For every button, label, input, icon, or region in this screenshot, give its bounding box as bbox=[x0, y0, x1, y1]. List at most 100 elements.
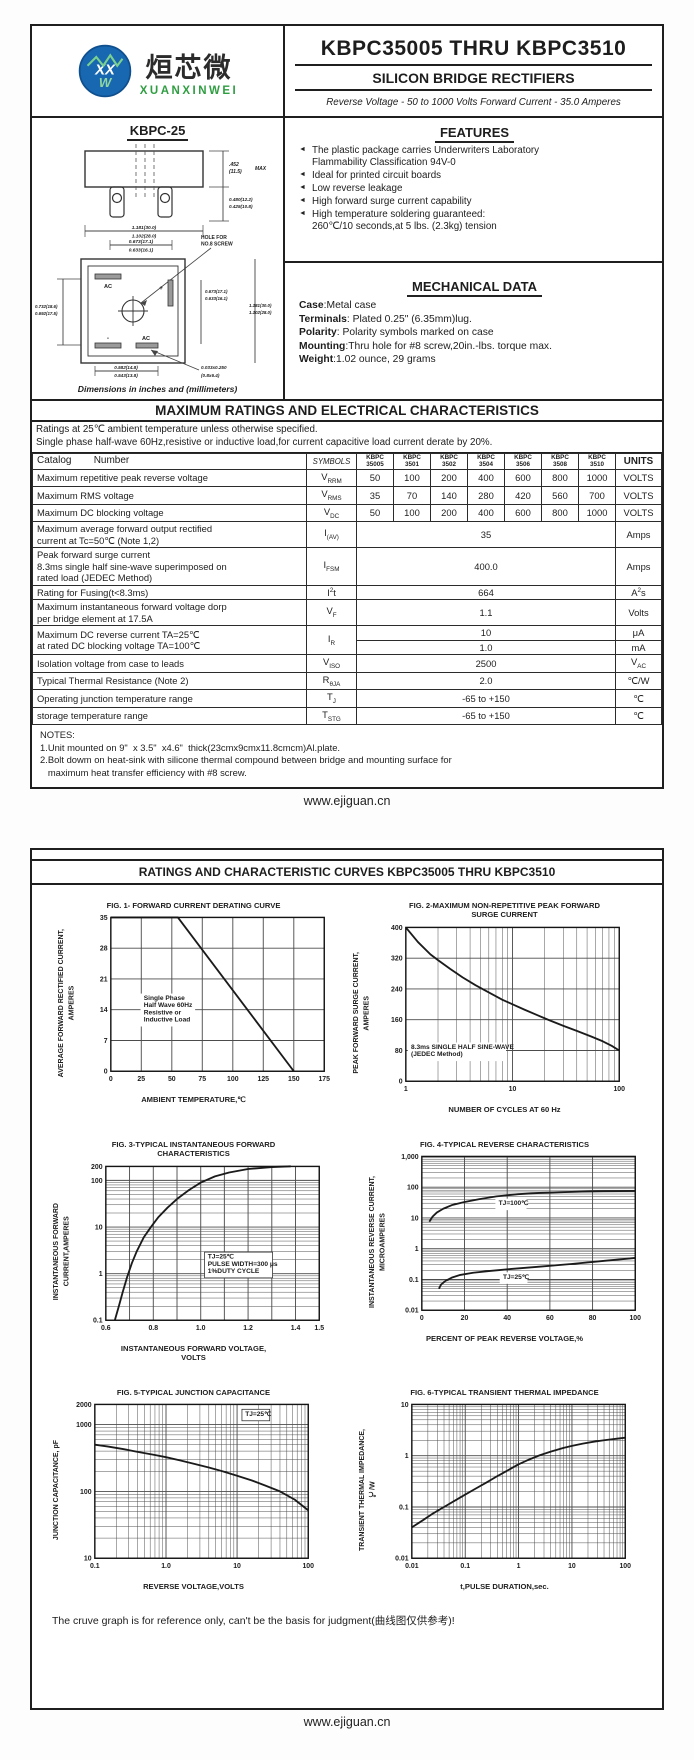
x-axis-label: PERCENT OF PEAK REVERSE VOLTAGE,% bbox=[425, 1334, 584, 1344]
x-tick-label: 0 bbox=[109, 1076, 113, 1083]
ratings-condition-2: Single phase half-wave 60Hz,resistive or… bbox=[36, 436, 493, 448]
value-cell: 35 bbox=[356, 521, 616, 549]
notes-title: NOTES: bbox=[40, 729, 75, 741]
svg-text:.452: .452 bbox=[229, 162, 239, 168]
bullet-icon: ◄ bbox=[299, 146, 306, 153]
x-axis-label: t,PULSE DURATION,sec. bbox=[460, 1582, 549, 1592]
y-axis-label: JUNCTION CAPACITANCE, pF bbox=[52, 1440, 60, 1541]
y-tick-label: 0.1 bbox=[398, 1505, 408, 1512]
symbol-cell: TSTG bbox=[306, 706, 357, 726]
value-cell: 140 bbox=[430, 486, 468, 505]
y-tick-label: 1,000 bbox=[401, 1154, 418, 1161]
brand-block: XX W 烜芯微 XUANXINWEI bbox=[32, 26, 285, 116]
svg-text:0.033x0.250: 0.033x0.250 bbox=[201, 365, 227, 370]
value-cell: 1000 bbox=[578, 468, 616, 488]
value-cell: 70 bbox=[393, 486, 431, 505]
curves-page-title: RATINGS AND CHARACTERISTIC CURVES KBPC35… bbox=[32, 858, 662, 885]
svg-text:(0.8x6.4): (0.8x6.4) bbox=[201, 373, 220, 378]
units-cell: mA bbox=[615, 639, 662, 656]
parameter-name: Maximum DC blocking voltage bbox=[32, 503, 307, 523]
feature-text: High temperature soldering guaranteed: 2… bbox=[312, 208, 497, 232]
value-cell: 200 bbox=[430, 503, 468, 523]
value-cell: 600 bbox=[504, 468, 542, 488]
x-tick-label: 80 bbox=[589, 1315, 597, 1322]
data-curve bbox=[113, 1165, 291, 1321]
symbol-cell: RθJA bbox=[306, 671, 357, 691]
feature-item: ◄ The plastic package carries Underwriter… bbox=[299, 145, 650, 169]
parameter-name: Maximum DC reverse current TA=25℃ at rat… bbox=[32, 625, 307, 656]
y-tick-label: 0 bbox=[399, 1079, 403, 1086]
symbol-cell: VDC bbox=[306, 503, 357, 523]
annotation-text: Half Wave 60Hz bbox=[144, 1003, 193, 1010]
svg-text:XX: XX bbox=[94, 63, 116, 79]
symbol-cell: I(AV) bbox=[306, 521, 357, 549]
table-row: Catalog Number SYMBOLS KBPC 35005 KBPC 3501 KB… bbox=[32, 453, 662, 470]
units-cell: VAC bbox=[615, 654, 662, 673]
x-axis-label: INSTANTANEOUS FORWARD VOLTAGE, VOLTS bbox=[120, 1343, 267, 1362]
svg-text:1.102(28.0): 1.102(28.0) bbox=[249, 310, 272, 315]
value-cell: 560 bbox=[541, 486, 579, 505]
parameter-name: Maximum RMS voltage bbox=[32, 486, 307, 505]
table-row: Maximum average forward output rectified… bbox=[32, 521, 662, 549]
bullet-icon: ◄ bbox=[299, 196, 306, 204]
x-tick-label: 0.8 bbox=[148, 1325, 158, 1332]
units-cell: μA bbox=[615, 625, 662, 641]
annotation-box bbox=[408, 1042, 507, 1061]
plot-border bbox=[405, 926, 621, 1082]
ratings-table: Catalog Number SYMBOLS KBPC 35005 KBPC 3501 KB… bbox=[32, 453, 662, 726]
header: XX W 烜芯微 XUANXINWEI KBPC35005 THRU KBPC3… bbox=[32, 26, 662, 118]
annotation-text: TJ=25℃ bbox=[208, 1252, 235, 1260]
x-tick-label: 0.01 bbox=[405, 1563, 419, 1570]
annotation-text: Single Phase bbox=[144, 995, 185, 1002]
units-cell: ℃ bbox=[615, 706, 662, 726]
y-tick-label: 21 bbox=[100, 977, 108, 984]
y-tick-label: 2000 bbox=[76, 1402, 92, 1409]
features-mechanical-panel: FEATURES ◄ The plastic package carries Un… bbox=[285, 118, 662, 399]
package-name: KBPC-25 bbox=[126, 123, 189, 141]
parameter-name: storage temperature range bbox=[32, 706, 307, 726]
part-line1: KBPC bbox=[403, 453, 421, 461]
units-cell: ℃ bbox=[615, 689, 662, 708]
table-row: Maximum instantaneous forward voltage do… bbox=[32, 599, 662, 627]
y-tick-label: 10 bbox=[95, 1224, 103, 1231]
figure-title: FIG. 6-TYPICAL TRANSIENT THERMAL IMPEDAN… bbox=[410, 1387, 599, 1397]
bullet-icon: ◄ bbox=[299, 183, 306, 191]
column-header-units: UNITS bbox=[615, 453, 662, 470]
figure-5-plot: TJ=25℃ 0.1 1.0 10 100 10 100 1000 2000 bbox=[76, 1402, 314, 1570]
annotation-box bbox=[140, 993, 196, 1027]
parameter-name: Operating junction temperature range bbox=[32, 689, 307, 708]
symbol-cell: VRRM bbox=[306, 468, 357, 488]
value-cell: 420 bbox=[504, 486, 542, 505]
x-tick-label: 60 bbox=[546, 1315, 554, 1322]
x-axis-label: NUMBER OF CYCLES AT 60 Hz bbox=[448, 1104, 561, 1114]
table-row: Operating junction temperature range TJ -6… bbox=[32, 689, 662, 708]
symbol-cell: VF bbox=[306, 599, 357, 627]
annotation-text: TJ=25℃ bbox=[503, 1273, 530, 1281]
x-tick-label: 125 bbox=[257, 1076, 269, 1083]
svg-text:1.181(30.0): 1.181(30.0) bbox=[131, 225, 156, 231]
part-line2: 3502 bbox=[441, 460, 456, 468]
value-cell: 100 bbox=[393, 503, 431, 523]
part-line2: 3506 bbox=[515, 460, 530, 468]
figure-title: FIG. 5-TYPICAL JUNCTION CAPACITANCE bbox=[116, 1387, 271, 1397]
annotation-box bbox=[203, 1251, 273, 1279]
annotation-text: TJ=100℃ bbox=[499, 1200, 530, 1208]
annotation-text: (JEDEC Method) bbox=[411, 1051, 463, 1058]
page-2: RATINGS AND CHARACTERISTIC CURVES KBPC35… bbox=[30, 847, 664, 1710]
column-header-part: KBPC 3506 bbox=[504, 453, 542, 470]
brand-name-cn: 烜芯微 bbox=[145, 52, 233, 83]
svg-text:0.543(13.8): 0.543(13.8) bbox=[114, 373, 138, 378]
x-tick-label: 150 bbox=[288, 1076, 300, 1083]
units-cell: VOLTS bbox=[615, 468, 662, 488]
data-curve bbox=[405, 926, 620, 1052]
symbol-cell: VISO bbox=[306, 654, 357, 673]
mechanical-row: Mounting:Thru hole for #8 screw,20in.-lb… bbox=[299, 340, 552, 352]
ratings-condition-1: Ratings at 25℃ ambient temperature unles… bbox=[36, 424, 318, 435]
units-cell: Volts bbox=[615, 599, 662, 627]
annotation-box bbox=[241, 1409, 271, 1422]
part-range-title: KBPC35005 THRU KBPC3510 bbox=[320, 36, 627, 60]
figure-6-transient-thermal-impedance: FIG. 6-TYPICAL TRANSIENT THERMAL IMPEDAN… bbox=[349, 1388, 660, 1591]
column-header-part: KBPC 3504 bbox=[467, 453, 505, 470]
